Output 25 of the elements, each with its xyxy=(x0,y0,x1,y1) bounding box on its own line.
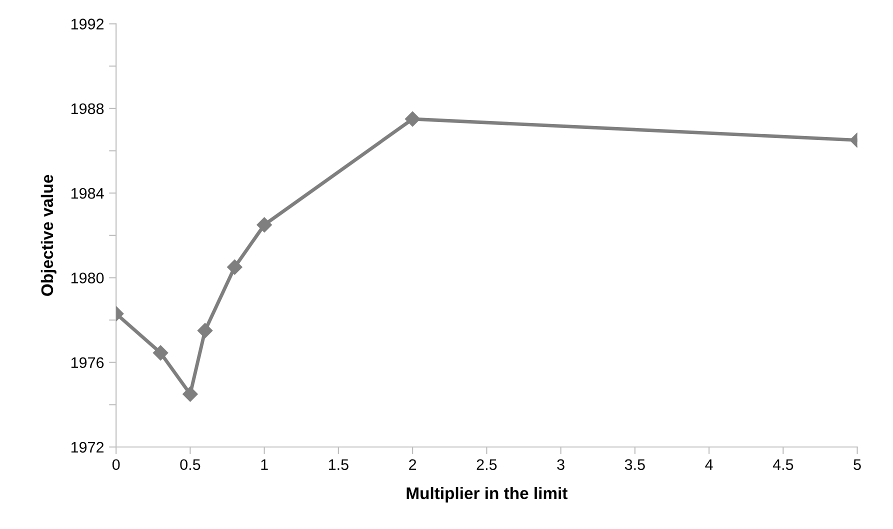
point xyxy=(152,345,168,360)
y-tick-label: 1976 xyxy=(71,357,104,368)
point xyxy=(404,111,420,127)
y-tick-label: 1972 xyxy=(71,442,104,453)
x-tick-label: 3.5 xyxy=(624,459,645,470)
x-tick-label: 1 xyxy=(261,459,268,470)
y-tick-label: 1980 xyxy=(71,272,104,284)
y-tick-label: 1988 xyxy=(71,103,104,114)
point xyxy=(197,323,213,338)
x-tick-label: 0 xyxy=(112,459,120,470)
x-tick-label: 1.5 xyxy=(328,459,348,470)
point xyxy=(182,386,198,402)
x-tick-label: 2.5 xyxy=(476,459,497,470)
x-tick-label: 3 xyxy=(557,459,564,470)
point xyxy=(256,217,272,232)
x-axis-title: Multiplier in the limit xyxy=(406,486,568,502)
point xyxy=(227,260,242,275)
x-tick-label: 0.5 xyxy=(180,459,200,470)
y-axis-title: Objective value xyxy=(40,174,56,296)
x-tick-label: 5 xyxy=(854,459,861,470)
y-tick-label: 1992 xyxy=(71,18,104,30)
y-tick-label: 1984 xyxy=(71,188,104,199)
x-tick-label: 2 xyxy=(409,459,416,470)
x-tick-label: 4.5 xyxy=(772,459,794,470)
x-tick-label: 4 xyxy=(705,459,713,470)
